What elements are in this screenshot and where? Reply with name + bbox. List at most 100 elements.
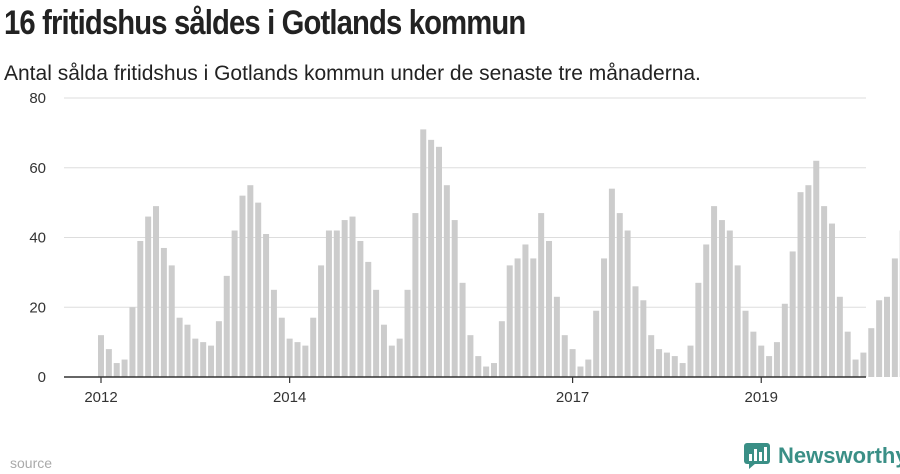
- bar: [145, 216, 152, 377]
- bar: [137, 240, 144, 377]
- x-tick-label: 2017: [556, 389, 589, 406]
- bar: [891, 258, 898, 377]
- x-tick-label: 2014: [273, 389, 306, 406]
- bar: [105, 349, 112, 377]
- bar: [640, 300, 647, 377]
- bar: [113, 363, 120, 377]
- bar: [168, 265, 175, 377]
- bar: [98, 335, 104, 377]
- bar: [711, 206, 718, 377]
- bar: [553, 296, 560, 377]
- bar: [546, 240, 553, 377]
- bar: [726, 230, 733, 377]
- bar: [561, 335, 568, 377]
- bar: [333, 230, 340, 377]
- bar: [270, 289, 277, 377]
- chart-subtitle: Antal sålda fritidshus i Gotlands kommun…: [4, 62, 701, 85]
- brand-name: Newsworthy: [778, 443, 900, 468]
- bar: [435, 146, 442, 377]
- bar: [821, 206, 828, 377]
- bar: [310, 317, 317, 377]
- bar: [349, 216, 356, 377]
- x-axis: [64, 376, 866, 383]
- bar: [223, 275, 230, 377]
- bar: [671, 356, 678, 377]
- bar: [467, 335, 474, 377]
- bar: [341, 220, 348, 377]
- bar: [789, 251, 796, 377]
- bar: [632, 286, 639, 377]
- bar: [278, 317, 285, 377]
- bar: [483, 366, 490, 377]
- bar: [286, 338, 293, 377]
- bar: [396, 338, 403, 377]
- newsworthy-logo-icon: [744, 443, 770, 469]
- grid-lines: [64, 97, 866, 308]
- bar: [718, 220, 725, 377]
- bar: [420, 129, 427, 377]
- bar: [451, 220, 458, 377]
- bar: [577, 366, 584, 377]
- brand[interactable]: Newsworthy: [744, 441, 900, 471]
- bar: [601, 258, 608, 377]
- bar: [805, 185, 812, 377]
- bar: [868, 328, 875, 377]
- bar: [459, 282, 466, 377]
- bar: [325, 230, 332, 377]
- bar: [239, 195, 246, 377]
- bar: [491, 363, 497, 377]
- bar: [318, 265, 325, 377]
- bar: [443, 185, 450, 377]
- y-tick-label: 0: [38, 369, 46, 386]
- bar: [813, 160, 820, 377]
- x-tick-label: 2019: [745, 389, 778, 406]
- bar: [695, 282, 702, 377]
- bar: [200, 342, 207, 377]
- page-title: 16 fritidshus såldes i Gotlands kommun: [4, 4, 526, 42]
- bar: [121, 359, 128, 377]
- bar: [616, 213, 623, 377]
- bar: [538, 213, 545, 377]
- y-tick-label: 40: [29, 230, 46, 247]
- bar: [530, 258, 537, 377]
- bar: [742, 310, 749, 377]
- bar: [766, 356, 773, 377]
- bar: [656, 349, 663, 377]
- bar: [624, 230, 631, 377]
- bar: [302, 345, 309, 377]
- y-tick-label: 80: [29, 90, 46, 107]
- bar: [758, 345, 765, 377]
- bar: [884, 296, 890, 377]
- bar: [750, 331, 757, 377]
- bar: [153, 206, 160, 377]
- bar: [255, 202, 262, 377]
- bar: [844, 331, 851, 377]
- bar: [388, 345, 395, 377]
- bar: [263, 234, 270, 377]
- bar: [192, 338, 199, 377]
- bar: [498, 321, 505, 377]
- bar: [773, 342, 780, 377]
- y-tick-label: 60: [29, 160, 46, 177]
- bar: [593, 310, 600, 377]
- bar: [585, 359, 592, 377]
- bar: [365, 261, 372, 377]
- bar: [475, 356, 482, 377]
- bar: [184, 324, 191, 377]
- bar: [160, 247, 167, 377]
- bar: [687, 345, 694, 377]
- bar: [608, 188, 615, 377]
- source-text: source: [10, 455, 53, 471]
- bar: [781, 303, 788, 377]
- bar: [569, 349, 576, 377]
- bar: [663, 352, 670, 377]
- x-tick-label: 2012: [84, 389, 117, 406]
- bar: [231, 230, 238, 377]
- bar: [876, 300, 883, 377]
- bar: [294, 342, 301, 377]
- bar: [380, 324, 387, 377]
- bar: [412, 213, 419, 377]
- bars: [98, 129, 900, 377]
- bar: [208, 345, 215, 377]
